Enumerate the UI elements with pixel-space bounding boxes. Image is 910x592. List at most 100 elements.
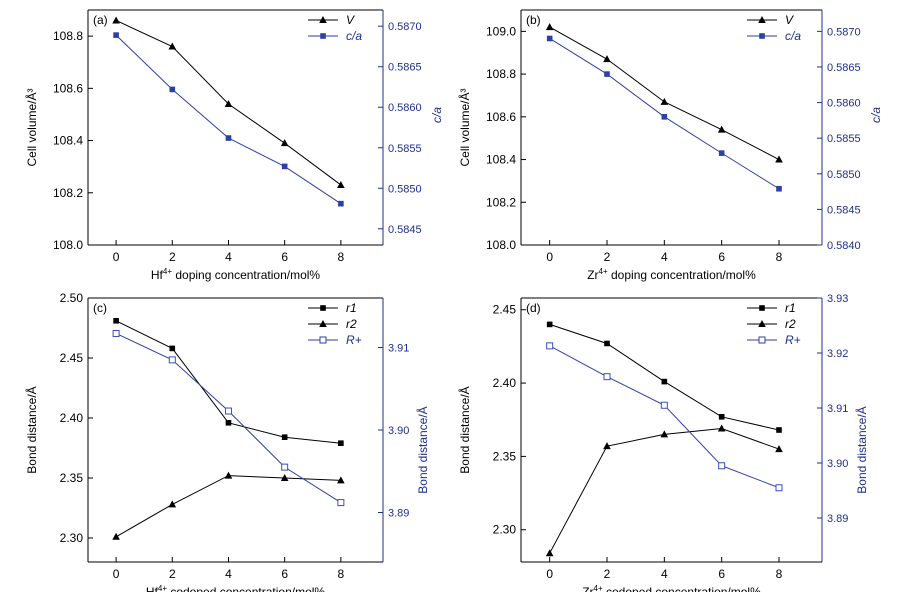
data-point-2-4 xyxy=(775,484,783,492)
y-axis-title-right: Bond distance/Å xyxy=(854,406,869,493)
data-point-1-2 xyxy=(660,430,669,438)
x-tick-label: 0 xyxy=(113,250,120,264)
x-axis-title-sup: 4+ xyxy=(163,267,172,276)
legend-label-1: r2 xyxy=(346,317,357,331)
data-point-1-0 xyxy=(112,532,120,540)
x-tick-label: 0 xyxy=(546,567,553,581)
y-tick-label-right: 0.5845 xyxy=(827,204,861,216)
legend-marker-0 xyxy=(758,16,766,23)
y-tick-label-left: 108.0 xyxy=(53,238,83,252)
x-tick-label: 8 xyxy=(338,567,345,581)
data-point-0-4 xyxy=(337,180,345,188)
x-axis-title-rest: codoped concentration/mol% xyxy=(603,585,761,592)
data-point-2-3 xyxy=(718,462,726,470)
data-point-1-3 xyxy=(280,474,289,481)
x-tick-label: 0 xyxy=(546,250,553,264)
data-point-0-4 xyxy=(776,427,782,433)
y-tick-label-right: 3.90 xyxy=(827,458,848,470)
legend-marker-0 xyxy=(320,305,326,311)
x-axis-title-rest: doping concentration/mol% xyxy=(172,268,320,282)
x-axis-title-sup: 4+ xyxy=(594,584,603,592)
x-axis-title: Hf4+ codoped concentration/mol% xyxy=(146,584,326,592)
y-tick-label-right: 0.5840 xyxy=(827,240,861,252)
data-point-1-2 xyxy=(224,471,233,479)
panel-label: (c) xyxy=(93,301,107,315)
data-point-2-4 xyxy=(337,499,345,507)
y-tick-label-right: 0.5865 xyxy=(827,62,861,74)
data-point-0-2 xyxy=(224,100,233,107)
legend-marker-0 xyxy=(759,305,765,311)
data-point-2-3 xyxy=(281,463,289,471)
x-tick-label: 6 xyxy=(281,250,288,264)
x-axis-title-rest: codoped concentration/mol% xyxy=(167,585,325,592)
y-tick-label-left: 2.45 xyxy=(493,303,517,317)
data-point-2-1 xyxy=(168,356,176,364)
y-tick-label-left: 108.4 xyxy=(486,153,516,167)
y-tick-label-left: 2.40 xyxy=(493,376,517,390)
y-axis-title-left: Cell volume/Å³ xyxy=(457,88,472,166)
data-point-0-1 xyxy=(169,345,176,352)
y-tick-label-right: 3.91 xyxy=(388,343,409,355)
chart-panel-2: (c) 0 2 4 6 8 2.30 2.35 2.40 2.45 2.50 3.89 3.90 3.91… xyxy=(24,291,430,592)
series-line-1 xyxy=(549,38,780,190)
y-tick-label-left: 2.45 xyxy=(60,351,84,365)
y-axis-title-right: Bond distance/Å xyxy=(415,406,430,493)
x-tick-label: 2 xyxy=(169,250,176,264)
legend-label-2: R+ xyxy=(346,333,362,347)
legend-marker-1 xyxy=(319,320,327,327)
data-point-0-1 xyxy=(168,42,177,50)
y-tick-label-left: 2.30 xyxy=(60,531,84,545)
y-tick-label-right: 3.91 xyxy=(827,403,848,415)
data-point-1-0 xyxy=(546,35,553,42)
series-line-2 xyxy=(549,345,780,489)
series-line-1 xyxy=(115,34,342,205)
data-point-0-1 xyxy=(603,55,611,63)
data-point-0-2 xyxy=(661,378,668,385)
legend-label-0: V xyxy=(346,13,355,27)
data-point-1-1 xyxy=(603,442,611,450)
y-axis-title-left: Bond distance/Å xyxy=(24,386,39,473)
x-axis-title: Hf4+ doping concentration/mol% xyxy=(151,267,321,282)
y-tick-label-left: 2.40 xyxy=(60,411,84,425)
panel-label: (d) xyxy=(526,301,541,315)
x-axis-title-sup: 4+ xyxy=(158,584,167,592)
data-point-2-0 xyxy=(112,329,120,337)
y-tick-label-right: 0.5850 xyxy=(827,169,861,181)
data-point-1-4 xyxy=(776,185,782,192)
x-tick-label: 4 xyxy=(661,567,668,581)
y-tick-label-right: 0.5860 xyxy=(827,98,861,110)
x-axis-title: Zr4+ codoped concentration/mol% xyxy=(582,584,761,592)
x-tick-label: 4 xyxy=(225,250,232,264)
data-point-0-0 xyxy=(546,321,553,328)
data-point-2-0 xyxy=(546,342,554,350)
y-tick-label-left: 108.8 xyxy=(53,29,83,43)
y-tick-label-right: 0.5855 xyxy=(827,133,861,145)
y-tick-label-left: 2.30 xyxy=(493,523,517,537)
chart-panel-3: (d) 0 2 4 6 8 2.30 2.35 2.40 2.45 3.89 3.90 3.91 3.92… xyxy=(457,293,869,592)
x-axis-title: Zr4+ doping concentration/mol% xyxy=(587,267,756,282)
legend-marker-2 xyxy=(758,336,766,344)
y-tick-label-left: 108.2 xyxy=(53,186,83,200)
data-point-1-4 xyxy=(338,200,344,207)
x-tick-label: 6 xyxy=(718,567,725,581)
data-point-1-1 xyxy=(169,86,176,93)
y-tick-label-left: 109.0 xyxy=(486,24,516,38)
y-tick-label-right: 3.89 xyxy=(388,508,409,520)
y-axis-title-left: Bond distance/Å xyxy=(457,386,472,473)
y-tick-label-right: 3.89 xyxy=(827,513,848,525)
data-point-1-3 xyxy=(718,150,725,156)
y-tick-label-left: 2.35 xyxy=(60,471,84,485)
y-tick-label-right: 0.5865 xyxy=(388,62,422,74)
data-point-2-2 xyxy=(660,401,668,409)
y-axis-title-left: Cell volume/Å³ xyxy=(24,88,39,166)
y-tick-label-left: 108.4 xyxy=(53,134,83,148)
data-point-0-2 xyxy=(225,420,232,426)
legend-marker-2 xyxy=(319,336,327,344)
x-axis-title-rest: doping concentration/mol% xyxy=(608,268,756,282)
legend-label-1: c/a xyxy=(785,29,801,43)
legend-label-0: r1 xyxy=(785,301,796,315)
data-point-0-3 xyxy=(717,125,726,133)
data-point-1-2 xyxy=(661,114,668,120)
y-tick-label-left: 2.50 xyxy=(60,291,84,305)
